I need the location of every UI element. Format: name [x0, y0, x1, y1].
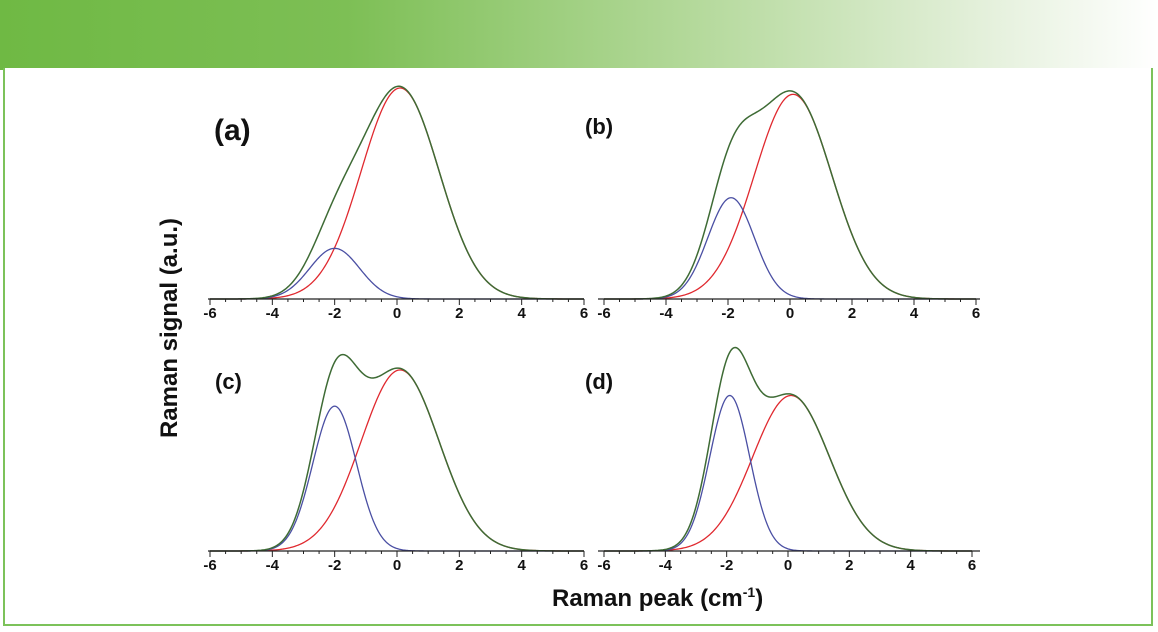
panel-a-x-tick-label: 6 [580, 305, 588, 322]
panel-b-label: (b) [585, 114, 614, 139]
panel-b-x-tick-label: 0 [786, 305, 794, 322]
panel-b-main-peak-curve [604, 93, 976, 300]
panel-b-x-tick-label: -2 [721, 305, 734, 322]
panel-b-x-tick-label: 4 [910, 305, 919, 322]
panel-d-main-peak-curve [604, 394, 972, 552]
panel-c-plot: -6 -4 -2 0 2 4 6 [203, 353, 588, 574]
panel-d: -6 -4 -2 0 2 4 6 (d) [585, 328, 982, 578]
panel-a-x-tick-label: -4 [266, 305, 280, 322]
panel-c-shoulder-peak-curve [210, 405, 584, 552]
panel-d-label: (d) [585, 369, 614, 394]
panel-c-main-peak-curve [210, 369, 584, 552]
panel-a-label: (a) [214, 114, 251, 147]
panel-c-x-tick-label: 2 [455, 557, 463, 574]
panel-a-x-tick-label: -6 [203, 305, 216, 322]
header-band [0, 0, 1158, 70]
panel-d-plot: -6 -4 -2 0 2 4 6 [597, 346, 980, 574]
panel-b-x-tick-label: 2 [848, 305, 856, 322]
panel-d-sum-curve [604, 346, 972, 552]
panel-b-x-tick-label: -6 [597, 305, 610, 322]
x-axis-title: Raman peak (cm-1) [552, 584, 763, 613]
panel-c-x-tick-label: -6 [203, 557, 216, 574]
panel-b-shoulder-peak-curve [604, 197, 976, 300]
panel-a-x-tick-label: 0 [393, 305, 401, 322]
x-axis-title-close: ) [755, 585, 764, 612]
panel-d-x-tick-label: -6 [597, 557, 610, 574]
panel-a-x-tick-label: 4 [517, 305, 526, 322]
panel-a: -6 -4 -2 0 2 4 6 (a) [203, 78, 588, 328]
figure-frame [3, 68, 1153, 626]
panel-b-plot: -6 -4 -2 0 2 4 6 [597, 90, 980, 322]
panel-b-x-tick-label: 6 [972, 305, 980, 322]
panel-d-x-tick-label: 0 [784, 557, 792, 574]
panel-a-x-tick-label: 2 [455, 305, 463, 322]
panel-a-x-tick-label: -2 [328, 305, 341, 322]
panel-b-x-tick-label: -4 [659, 305, 673, 322]
panel-d-shoulder-peak-curve [604, 394, 972, 552]
panel-c-label: (c) [215, 369, 242, 394]
panel-c-x-tick-label: 0 [393, 557, 401, 574]
panel-a-shoulder-peak-curve [210, 247, 584, 300]
panel-c-x-tick-label: -2 [328, 557, 341, 574]
panel-c-x-tick-label: 4 [517, 557, 526, 574]
x-axis-title-superscript: -1 [742, 584, 756, 600]
panel-b: -6 -4 -2 0 2 4 6 (b) [585, 78, 982, 328]
panel-c-x-tick-label: -4 [266, 557, 280, 574]
panel-a-plot: -6 -4 -2 0 2 4 6 [203, 85, 588, 322]
panel-d-x-tick-label: 4 [906, 557, 915, 574]
panel-d-x-tick-label: 2 [845, 557, 853, 574]
panel-c-x-tick-label: 6 [580, 557, 588, 574]
panel-d-x-tick-label: -2 [720, 557, 733, 574]
panel-c: -6 -4 -2 0 2 4 6 (c) [203, 328, 588, 578]
panel-d-x-tick-label: 6 [968, 557, 976, 574]
panel-a-sum-curve [210, 85, 584, 300]
panel-a-main-peak-curve [210, 87, 584, 300]
panel-b-sum-curve [604, 90, 976, 300]
y-axis-title: Raman signal (a.u.) [156, 217, 183, 439]
x-axis-title-text: Raman peak (cm [552, 585, 743, 612]
panel-c-sum-curve [210, 353, 584, 552]
panel-d-x-tick-label: -4 [659, 557, 673, 574]
